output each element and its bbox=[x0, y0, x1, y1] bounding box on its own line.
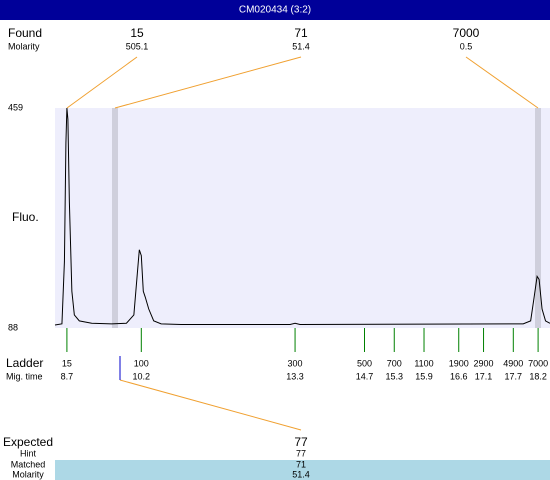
found-molarity: 505.1 bbox=[126, 41, 149, 51]
matched-label: Matched bbox=[11, 459, 46, 469]
ladder-size: 1100 bbox=[414, 358, 433, 368]
connector bbox=[119, 379, 302, 431]
found-label: Found bbox=[8, 26, 42, 40]
title-bar bbox=[0, 0, 550, 20]
connectors bbox=[66, 56, 539, 431]
ladder-size: 2900 bbox=[474, 358, 494, 368]
found-molarity: 51.4 bbox=[292, 41, 310, 51]
y-axis-label: Fluo. bbox=[12, 210, 39, 224]
connector bbox=[66, 56, 138, 109]
ladder-label: Ladder bbox=[6, 356, 43, 370]
ladder-size: 15 bbox=[62, 358, 72, 368]
expected-label: Expected bbox=[3, 435, 53, 449]
mig-time: 15.9 bbox=[415, 371, 433, 381]
found-size: 15 bbox=[130, 26, 144, 40]
hint-label: Hint bbox=[20, 448, 37, 458]
connector bbox=[465, 56, 539, 109]
mig-time-label: Mig. time bbox=[6, 371, 43, 381]
expected-value: 77 bbox=[294, 435, 308, 449]
ladder-size: 1900 bbox=[449, 358, 469, 368]
y-tick-label: 88 bbox=[8, 322, 18, 332]
molarity-label: Molarity bbox=[12, 469, 44, 479]
matched-band bbox=[55, 460, 550, 480]
molarity-label: Molarity bbox=[8, 41, 40, 51]
mig-time: 8.7 bbox=[61, 371, 74, 381]
molarity-value: 51.4 bbox=[292, 469, 310, 479]
mig-time: 10.2 bbox=[133, 371, 151, 381]
mig-time: 17.1 bbox=[475, 371, 493, 381]
mig-time: 15.3 bbox=[385, 371, 403, 381]
ladder-size: 500 bbox=[357, 358, 372, 368]
plot-area bbox=[55, 108, 550, 328]
mig-time: 13.3 bbox=[286, 371, 304, 381]
mig-time: 18.2 bbox=[529, 371, 547, 381]
found-molarity: 0.5 bbox=[460, 41, 473, 51]
hint-value: 77 bbox=[296, 448, 306, 458]
title: CM020434 (3:2) bbox=[239, 5, 311, 16]
found-size: 7000 bbox=[453, 26, 480, 40]
ladder-size: 300 bbox=[288, 358, 303, 368]
mig-time: 16.6 bbox=[450, 371, 468, 381]
mig-time: 14.7 bbox=[356, 371, 374, 381]
ladder-size: 4900 bbox=[503, 358, 523, 368]
matched-value: 71 bbox=[296, 459, 306, 469]
ladder-size: 100 bbox=[134, 358, 149, 368]
peak-band bbox=[535, 108, 541, 328]
trace bbox=[54, 107, 550, 326]
y-tick-label: 459 bbox=[8, 102, 23, 112]
ladder-size: 700 bbox=[387, 358, 402, 368]
found-size: 71 bbox=[294, 26, 308, 40]
ladder-size: 7000 bbox=[528, 358, 548, 368]
connector bbox=[114, 56, 302, 109]
peak-band bbox=[112, 108, 118, 328]
mig-time: 17.7 bbox=[505, 371, 523, 381]
